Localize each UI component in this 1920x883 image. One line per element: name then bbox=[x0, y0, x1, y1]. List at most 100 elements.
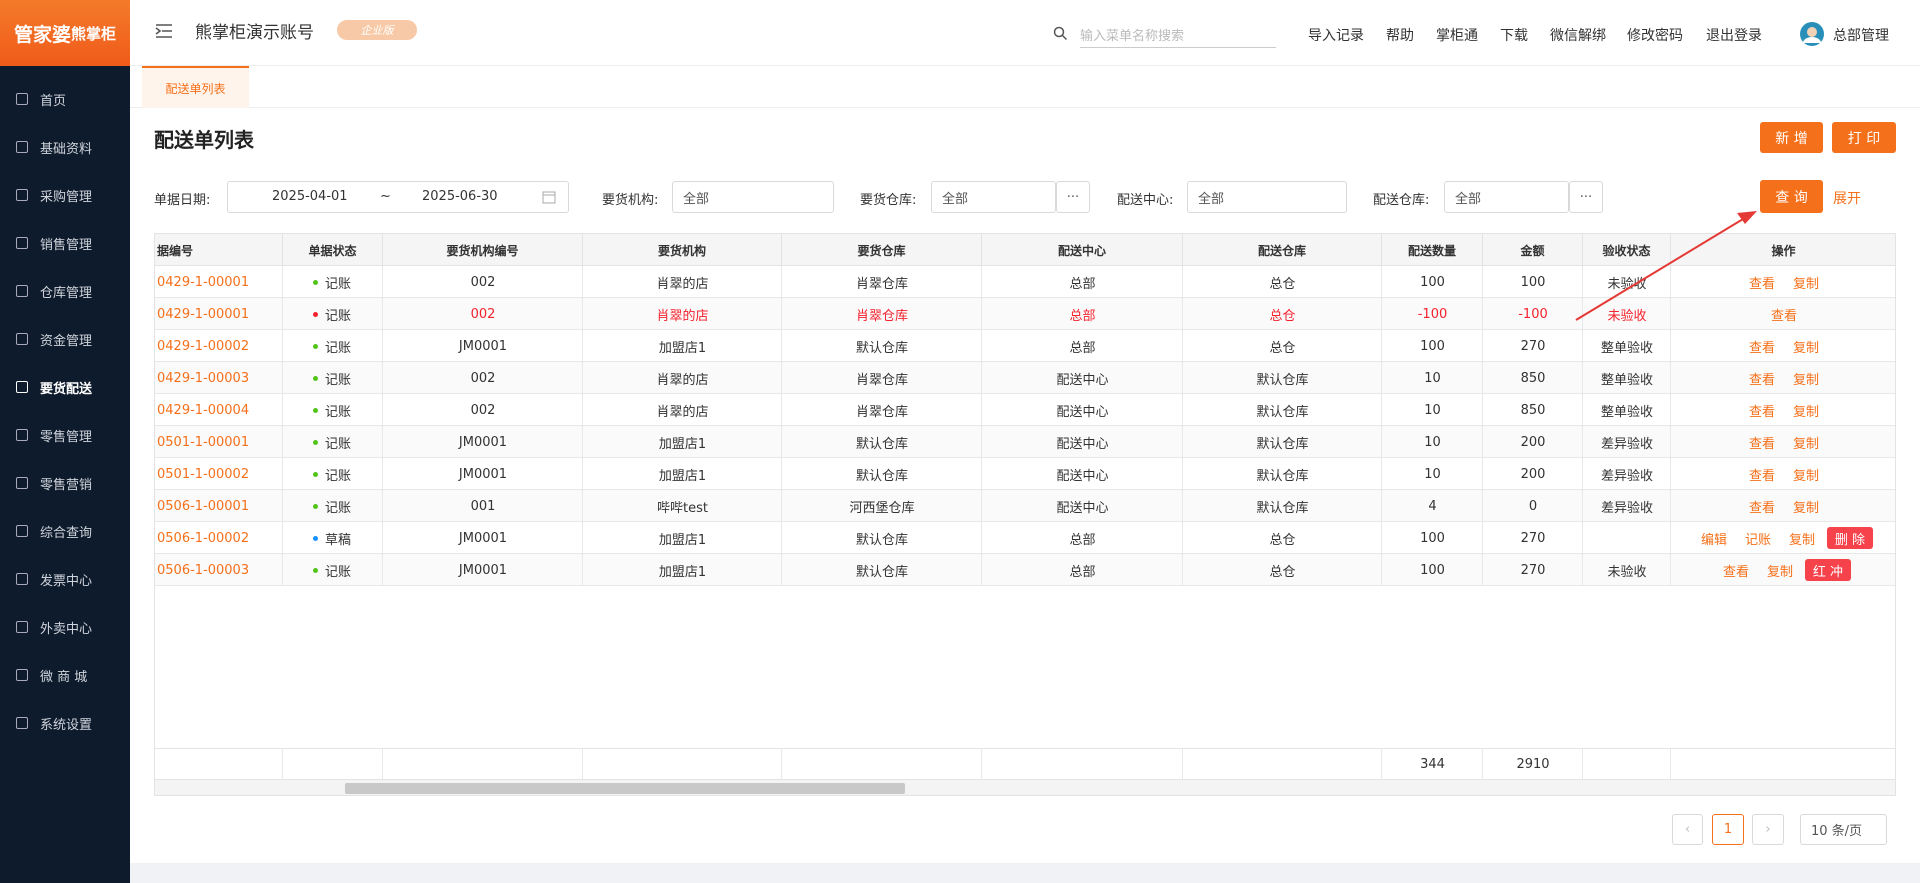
date-sep: ~ bbox=[380, 189, 391, 204]
cell-border bbox=[1482, 330, 1483, 362]
cell-border bbox=[1381, 394, 1382, 426]
avatar[interactable] bbox=[1800, 22, 1824, 46]
table-cell: 加盟店1 bbox=[658, 468, 707, 484]
top-link[interactable]: 导入记录 bbox=[1308, 28, 1364, 44]
cell-border bbox=[981, 266, 982, 298]
table-cell: 加盟店1 bbox=[658, 532, 707, 548]
cell-border bbox=[282, 298, 283, 330]
cell-border bbox=[582, 362, 583, 394]
prev-page[interactable]: ‹ bbox=[1672, 814, 1703, 845]
danger-button[interactable]: 删 除 bbox=[1827, 527, 1873, 549]
menu-item[interactable]: 采购管理 bbox=[40, 190, 93, 205]
action-link[interactable]: 查看 bbox=[1748, 436, 1775, 452]
org-select[interactable]: 全部 bbox=[672, 181, 834, 213]
menu-item[interactable]: 首页 bbox=[40, 94, 67, 109]
menu-item[interactable]: 零售营销 bbox=[40, 478, 93, 493]
print-button[interactable]: 打 印 bbox=[1832, 122, 1896, 153]
menu-item[interactable]: 零售管理 bbox=[40, 430, 93, 445]
add-button[interactable]: 新 增 bbox=[1760, 122, 1823, 153]
menu-item[interactable]: 仓库管理 bbox=[40, 286, 93, 301]
cell-border bbox=[1482, 458, 1483, 490]
table-cell: 4 bbox=[1428, 498, 1437, 514]
action-link[interactable]: 复制 bbox=[1792, 500, 1819, 516]
action-link[interactable]: 复制 bbox=[1792, 340, 1819, 356]
table-cell: 0506-1-00001 bbox=[157, 498, 250, 514]
query-button[interactable]: 查 询 bbox=[1760, 180, 1823, 213]
more-button[interactable]: ··· bbox=[1569, 181, 1603, 213]
table-cell: 总部 bbox=[1069, 276, 1096, 292]
action-link[interactable]: 查看 bbox=[1770, 308, 1797, 324]
table-row bbox=[155, 554, 1895, 586]
menu-item[interactable]: 系统设置 bbox=[40, 718, 93, 733]
center-select[interactable]: 全部 bbox=[1187, 181, 1347, 213]
cell-border bbox=[282, 426, 283, 458]
action-link[interactable]: 查看 bbox=[1748, 468, 1775, 484]
table-cell: 肖翠仓库 bbox=[855, 276, 908, 292]
cell-border bbox=[781, 458, 782, 490]
table-row bbox=[155, 394, 1895, 426]
menu-item[interactable]: 销售管理 bbox=[40, 238, 93, 253]
action-link[interactable]: 查看 bbox=[1748, 276, 1775, 292]
menu-item[interactable]: 外卖中心 bbox=[40, 622, 93, 637]
action-link[interactable]: 查看 bbox=[1748, 340, 1775, 356]
search-input[interactable]: 输入菜单名称搜索 bbox=[1080, 22, 1276, 48]
table-cell: 002 bbox=[470, 370, 496, 386]
action-link[interactable]: 查看 bbox=[1748, 372, 1775, 388]
action-link[interactable]: 复制 bbox=[1792, 436, 1819, 452]
dc-warehouse-select[interactable]: 全部 bbox=[1444, 181, 1569, 213]
top-link[interactable]: 帮助 bbox=[1386, 28, 1414, 44]
danger-button[interactable]: 红 冲 bbox=[1805, 559, 1851, 581]
cell-border bbox=[981, 394, 982, 426]
action-link[interactable]: 复制 bbox=[1792, 276, 1819, 292]
date-range[interactable] bbox=[227, 181, 569, 213]
action-link[interactable]: 复制 bbox=[1792, 468, 1819, 484]
menu-item[interactable]: 要货配送 bbox=[40, 382, 93, 397]
user-name[interactable]: 总部管理 bbox=[1833, 28, 1889, 44]
action-link[interactable]: 复制 bbox=[1788, 532, 1815, 548]
action-link[interactable]: 复制 bbox=[1792, 372, 1819, 388]
scrollbar-thumb[interactable] bbox=[345, 783, 905, 794]
table-cell: 850 bbox=[1520, 370, 1546, 386]
tab[interactable]: 配送单列表 bbox=[142, 66, 249, 108]
menu-item[interactable]: 发票中心 bbox=[40, 574, 93, 589]
page-number[interactable]: 1 bbox=[1712, 814, 1744, 845]
more-button[interactable]: ··· bbox=[1056, 181, 1090, 213]
menu-toggle[interactable] bbox=[155, 23, 173, 39]
logo[interactable]: 管家婆 熊掌柜 bbox=[0, 0, 130, 66]
top-link[interactable]: 下载 bbox=[1500, 28, 1528, 44]
table-cell: 10 bbox=[1424, 466, 1441, 482]
warehouse-select[interactable]: 全部 bbox=[931, 181, 1056, 213]
status-dot bbox=[313, 344, 318, 349]
cell-border bbox=[282, 748, 283, 780]
action-link[interactable]: 记账 bbox=[1744, 532, 1771, 548]
action-link[interactable]: 编辑 bbox=[1700, 532, 1727, 548]
cell-border bbox=[582, 266, 583, 298]
cell-border bbox=[1182, 266, 1183, 298]
action-link[interactable]: 复制 bbox=[1766, 564, 1793, 580]
menu-icon bbox=[16, 285, 28, 297]
menu-item[interactable]: 微 商 城 bbox=[40, 670, 88, 685]
cell-border bbox=[1670, 458, 1671, 490]
action-link[interactable]: 复制 bbox=[1792, 404, 1819, 420]
action-link[interactable]: 查看 bbox=[1748, 500, 1775, 516]
action-link[interactable]: 查看 bbox=[1722, 564, 1749, 580]
cell-border bbox=[282, 458, 283, 490]
top-link[interactable]: 修改密码 bbox=[1627, 28, 1683, 44]
menu-item[interactable]: 基础资料 bbox=[40, 142, 93, 157]
total-amount: 2910 bbox=[1516, 756, 1550, 772]
filter-label: 单据日期: bbox=[154, 193, 211, 208]
top-link[interactable]: 退出登录 bbox=[1706, 28, 1762, 44]
action-link[interactable]: 查看 bbox=[1748, 404, 1775, 420]
table-cell: 10 bbox=[1424, 434, 1441, 450]
column-header: 要货机构 bbox=[583, 234, 782, 266]
top-link[interactable]: 掌柜通 bbox=[1436, 28, 1478, 44]
expand-link[interactable]: 展开 bbox=[1833, 191, 1861, 207]
menu-item[interactable]: 资金管理 bbox=[40, 334, 93, 349]
menu-item[interactable]: 综合查询 bbox=[40, 526, 93, 541]
status: 记账 bbox=[325, 340, 352, 356]
next-page[interactable]: › bbox=[1752, 814, 1784, 845]
menu-icon bbox=[16, 237, 28, 249]
cell-border bbox=[1670, 522, 1671, 554]
page-size[interactable]: 10 条/页 bbox=[1800, 814, 1887, 845]
top-link[interactable]: 微信解绑 bbox=[1550, 28, 1606, 44]
